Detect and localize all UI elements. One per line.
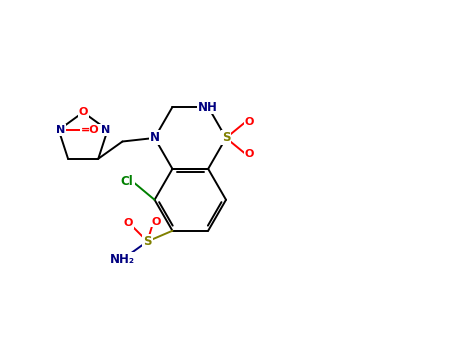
Text: S: S (222, 132, 230, 145)
Text: NH₂: NH₂ (110, 253, 135, 266)
Text: N: N (150, 132, 160, 145)
Text: O: O (78, 107, 88, 117)
Text: N: N (101, 125, 110, 135)
Text: O: O (151, 217, 161, 226)
Text: Cl: Cl (121, 175, 134, 188)
Text: =O: =O (81, 125, 99, 135)
Text: O: O (124, 218, 133, 229)
Text: O: O (245, 117, 254, 127)
Text: S: S (143, 235, 152, 248)
Text: O: O (245, 149, 254, 159)
Text: N: N (56, 125, 66, 135)
Text: NH: NH (198, 100, 218, 113)
